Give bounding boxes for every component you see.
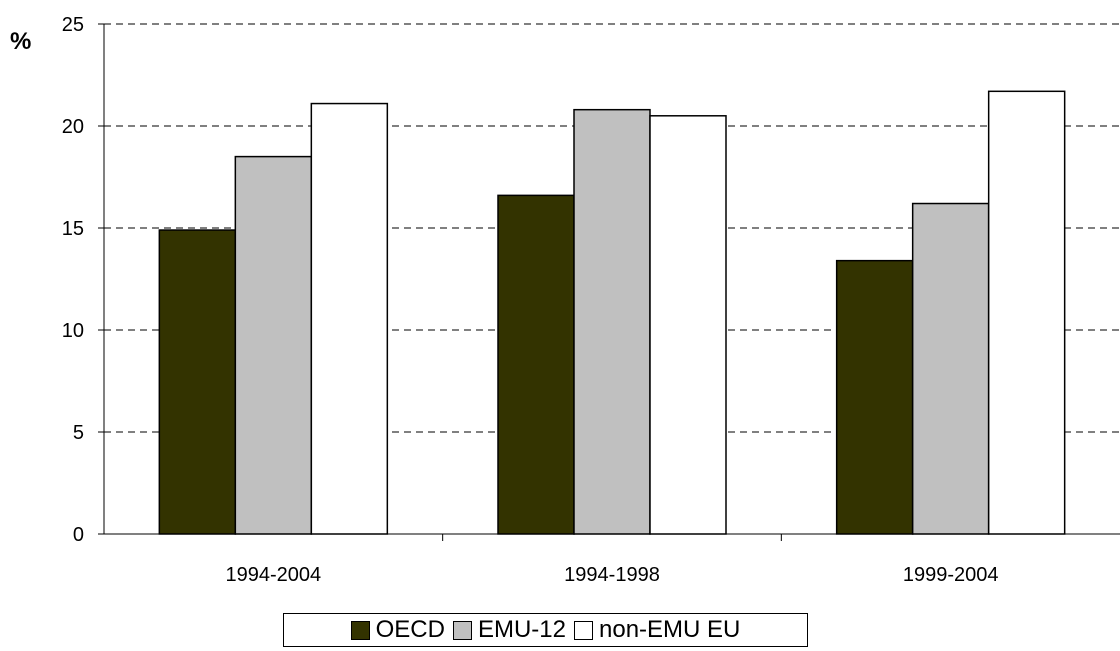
x-tick-label: 1999-2004 [903,564,999,586]
y-tick-label: 15 [62,218,84,240]
bar-oecd-1994-1998 [497,194,575,535]
y-tick-label: 5 [73,422,84,444]
x-tick-label: 1994-2004 [226,564,322,586]
y-tick-label: 0 [73,524,84,546]
y-tick-label: 20 [62,116,84,138]
legend-swatch-oecd [350,620,370,640]
legend-item-non-emu-eu: non-EMU EU [574,616,740,644]
y-tick-labels: 0 5 10 15 20 25 [62,14,84,546]
y-tick-label: 25 [62,14,84,36]
legend-swatch-non-emu-eu [574,620,593,640]
legend-label-oecd: OECD [375,616,445,643]
bar-emu-12-1994-2004 [234,155,313,535]
bar-emu-12-1999-2004 [911,202,990,535]
bar-oecd-1994-2004 [158,229,237,535]
bar-non-emu-eu-1994-2004 [310,102,389,535]
bars [158,90,1066,535]
legend-item-oecd: OECD [350,616,445,644]
legend-item-emu-12: EMU-12 [452,616,566,644]
legend-swatch-emu-12 [452,620,472,640]
bar-emu-12-1994-1998 [573,108,651,535]
legend-label-emu-12: EMU-12 [477,616,566,643]
x-tick-labels: 1994-2004 1994-1998 1999-2004 [226,564,999,586]
bar-non-emu-eu-1994-1998 [649,115,727,535]
legend: OECD EMU-12 non-EMU EU [283,613,808,647]
bar-non-emu-eu-1999-2004 [987,90,1066,535]
y-axis-unit-label: % [10,28,31,55]
x-tick-label: 1994-1998 [564,564,660,586]
axes [98,23,1120,541]
bar-oecd-1999-2004 [835,259,914,535]
legend-label-non-emu-eu: non-EMU EU [599,616,741,643]
y-tick-label: 10 [62,320,84,342]
